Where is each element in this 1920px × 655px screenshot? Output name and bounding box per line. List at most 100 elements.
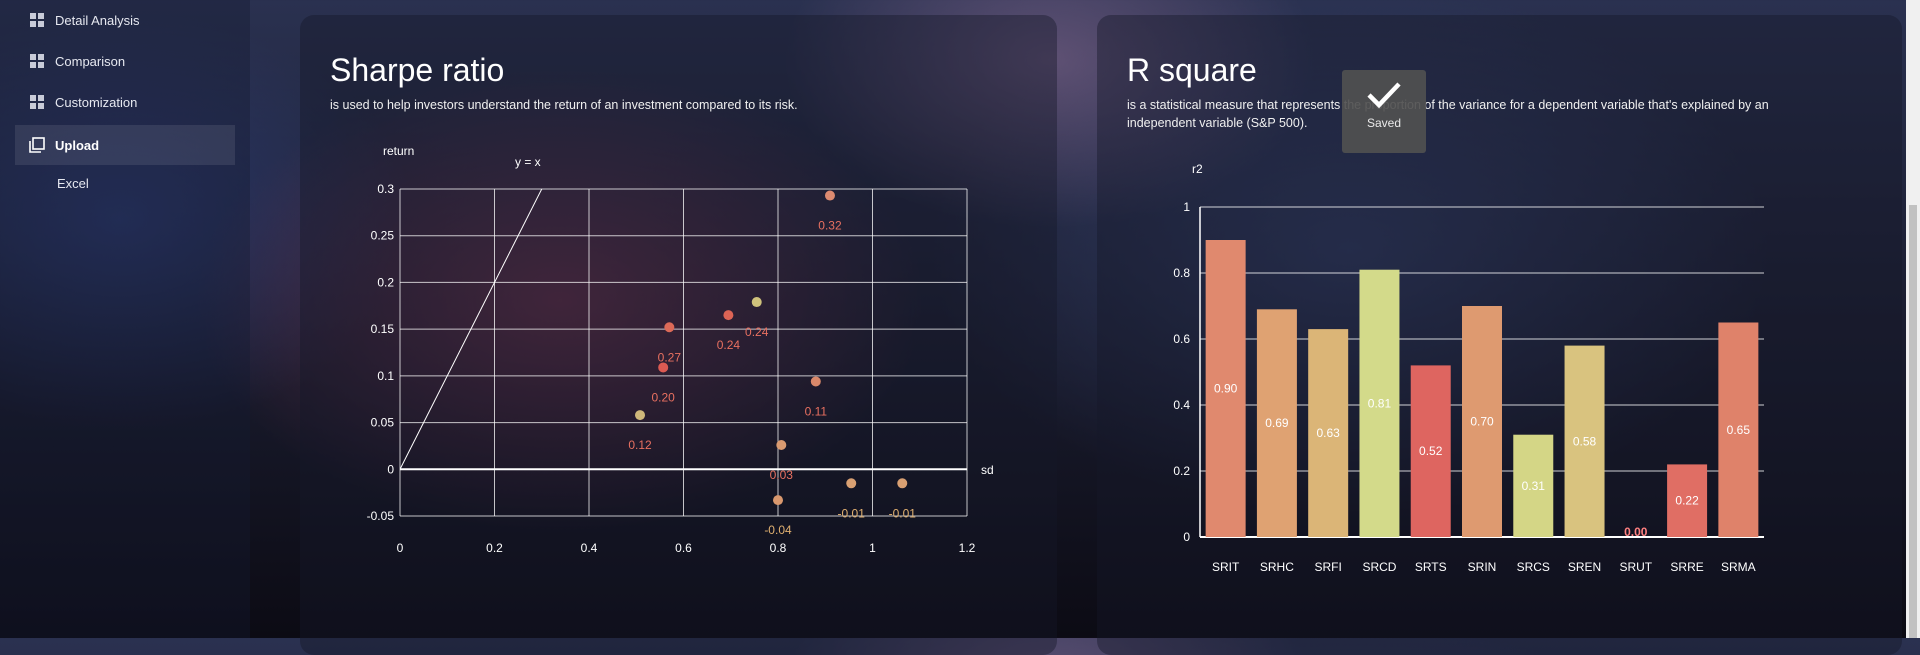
x-tick-label: 1 [869,541,876,555]
scatter-point[interactable] [751,297,762,308]
sharpe-scatter-chart: 0 0.2 0.4 0.6 0.8 1 1.2 -0.05 0 0.05 0.1 0.15 0.2 0.2… [367,144,994,555]
point-label: 0.24 [745,325,769,339]
scatter-point[interactable] [897,478,908,489]
bar-value-label: 0.58 [1573,434,1597,448]
y-tick-label: 0.1 [377,369,394,383]
scatter-point[interactable] [846,478,857,489]
dashboard-icon [30,54,44,68]
category-label: SRIN [1468,560,1497,574]
sidebar-item-label: Customization [55,94,138,110]
y-equals-x-line [400,189,543,470]
bar-value-label: 0.69 [1265,416,1289,430]
bar[interactable] [1359,269,1400,537]
rsquare-title: R square [1127,52,1257,88]
y-tick-label: 0.3 [377,182,394,196]
x-tick-label: 0.8 [770,541,787,555]
sidebar-subitem-excel[interactable]: Excel [57,176,89,191]
point-label: 0.24 [717,338,741,352]
y-tick-label: 0.4 [1173,398,1190,412]
scatter-point[interactable] [810,376,821,387]
category-label: SRCS [1517,560,1550,574]
bar-value-label: 0.70 [1470,415,1494,429]
sidebar-item-upload[interactable]: Upload [15,125,235,165]
x-axis-label: sd [981,463,994,477]
sidebar-item-label: Comparison [55,53,126,69]
y-tick-label: 1 [1183,200,1190,214]
bar-value-label: 0.52 [1419,444,1443,458]
x-tick-label: 1.2 [959,541,976,555]
scatter-point[interactable] [664,322,675,333]
sidebar-item-label: Upload [55,137,100,153]
point-label: 0.03 [770,468,794,482]
saved-toast: Saved [1342,70,1426,153]
sharpe-title: Sharpe ratio [330,52,505,88]
x-tick-label: 0.4 [581,541,598,555]
bar-value-label: 0.90 [1214,382,1238,396]
point-label: -0.01 [838,506,866,520]
copy-icon [29,137,45,153]
sharpe-description: is used to help investors understand the… [330,98,798,112]
bar[interactable] [1410,365,1451,537]
point-label: 0.27 [658,350,682,364]
x-tick-label: 0.6 [675,541,692,555]
bar-value-label: 0.65 [1727,423,1751,437]
scatter-point[interactable] [824,190,835,201]
point-label: -0.01 [889,506,917,520]
point-label: 0.20 [652,390,676,404]
bar-value-label: 0.81 [1368,396,1392,410]
bar[interactable] [1462,306,1502,537]
category-label: SRIT [1212,560,1240,574]
y-tick-label: 0.8 [1173,266,1190,280]
category-label: SRCD [1362,560,1396,574]
category-label: SRTS [1415,560,1447,574]
bar[interactable] [1308,329,1349,537]
checkmark-icon [1367,82,1401,109]
y-tick-label: 0 [387,462,394,476]
bar[interactable] [1256,309,1297,537]
dashboard-icon [30,13,44,27]
sidebar-item-comparison[interactable]: Comparison [15,41,235,81]
bar-value-label: 0.22 [1675,494,1699,508]
sidebar-item-customization[interactable]: Customization [15,82,235,122]
point-label: 0.12 [628,438,652,452]
y-tick-label: 0.2 [1173,464,1190,478]
bar-value-label: 0.63 [1317,426,1341,440]
y-tick-label: 0 [1183,530,1190,544]
scatter-point[interactable] [635,410,646,421]
rsquare-description: is a statistical measure that represents… [1127,96,1769,132]
x-tick-label: 0 [397,541,404,555]
scatter-point[interactable] [776,439,787,450]
y-tick-label: 0.6 [1173,332,1190,346]
point-label: 0.32 [818,219,842,233]
bar[interactable] [1513,434,1554,537]
y-tick-label: 0.2 [377,275,394,289]
scatter-point[interactable] [723,310,734,321]
bar[interactable] [1564,345,1605,537]
y-tick-label: 0.05 [371,416,395,430]
category-label: SRHC [1260,560,1294,574]
bar[interactable] [1205,240,1246,537]
point-label: -0.04 [764,523,792,537]
category-label: SRRE [1670,560,1703,574]
category-label: SRUT [1619,560,1652,574]
scatter-point[interactable] [658,362,669,373]
category-label: SRMA [1721,560,1756,574]
x-tick-label: 0.2 [486,541,503,555]
scrollbar-thumb[interactable] [1909,205,1917,638]
bar[interactable] [1718,322,1759,538]
category-label: SRFI [1315,560,1342,574]
sharpe-panel [300,15,1057,655]
y-tick-label: 0.15 [371,322,395,336]
bar[interactable] [1667,464,1708,537]
y-axis-label: r2 [1192,162,1203,176]
dashboard-icon [30,95,44,109]
y-axis-label: return [383,144,414,158]
y-tick-label: -0.05 [367,509,395,523]
scatter-point[interactable] [773,495,783,506]
bar-value-label: 0.31 [1522,479,1546,493]
rsquare-description-line-2: independent variable (S&P 500). [1127,116,1308,130]
y-tick-label: 0.25 [371,229,395,243]
point-label: 0.11 [805,404,828,418]
toast-text: Saved [1366,116,1402,130]
sidebar-item-detail-analysis[interactable]: Detail Analysis [15,0,235,40]
